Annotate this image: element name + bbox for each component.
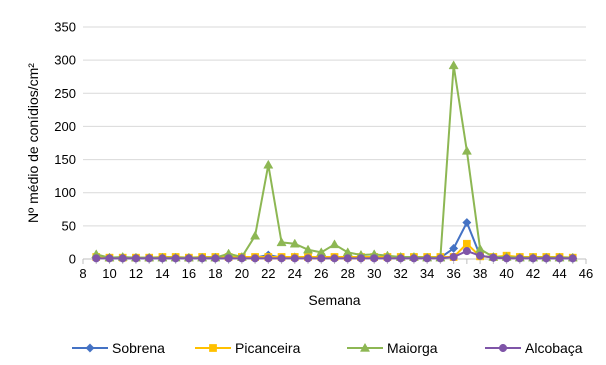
x-tick-label: 14 bbox=[155, 266, 169, 281]
data-point bbox=[224, 254, 233, 263]
data-point bbox=[383, 254, 392, 263]
x-tick-label: 26 bbox=[314, 266, 328, 281]
data-point bbox=[555, 254, 564, 263]
data-point bbox=[317, 254, 326, 263]
data-point bbox=[105, 254, 114, 263]
data-point bbox=[449, 252, 458, 262]
data-point bbox=[158, 254, 167, 263]
x-tick-label: 20 bbox=[235, 266, 249, 281]
data-point bbox=[145, 254, 154, 263]
series-maiorga bbox=[91, 60, 578, 262]
y-tick-label: 50 bbox=[62, 218, 76, 233]
x-tick-label: 44 bbox=[552, 266, 566, 281]
data-point bbox=[289, 238, 300, 248]
data-point bbox=[356, 254, 366, 263]
data-point bbox=[198, 254, 207, 263]
legend-marker bbox=[359, 342, 371, 352]
series-line bbox=[95, 64, 573, 259]
legend-marker bbox=[498, 343, 508, 353]
data-point bbox=[290, 254, 299, 263]
x-tick-label: 16 bbox=[182, 266, 196, 281]
x-axis-title: Semana bbox=[308, 292, 360, 308]
data-point bbox=[303, 254, 313, 263]
y-tick-label: 200 bbox=[54, 119, 76, 134]
data-point bbox=[448, 60, 459, 70]
x-tick-label: 46 bbox=[579, 266, 593, 281]
y-axis-title: Nº médio de conídios/cm² bbox=[25, 63, 41, 223]
data-point bbox=[396, 254, 405, 263]
x-tick-label: 40 bbox=[499, 266, 513, 281]
y-tick-label: 250 bbox=[54, 86, 76, 101]
legend-label: Picanceira bbox=[235, 340, 301, 356]
gridlines bbox=[83, 26, 586, 227]
data-point bbox=[542, 254, 551, 263]
x-tick-label: 10 bbox=[102, 266, 116, 281]
data-point bbox=[463, 239, 471, 248]
data-point bbox=[330, 254, 339, 263]
series-alcobaça bbox=[92, 246, 577, 263]
data-point bbox=[436, 254, 445, 263]
x-tick-label: 42 bbox=[526, 266, 540, 281]
legend-label: Alcobaça bbox=[525, 340, 583, 356]
y-tick-label: 100 bbox=[54, 185, 76, 200]
legend-label: Sobrena bbox=[112, 340, 165, 356]
series-lines bbox=[91, 60, 578, 263]
data-point bbox=[568, 254, 577, 263]
data-point bbox=[237, 254, 246, 263]
data-point bbox=[92, 254, 101, 263]
data-point bbox=[462, 217, 472, 228]
x-tick-label: 28 bbox=[341, 266, 355, 281]
data-point bbox=[118, 254, 127, 263]
y-tick-label: 300 bbox=[54, 53, 76, 68]
x-tick-label: 30 bbox=[367, 266, 381, 281]
legend-marker bbox=[85, 343, 95, 353]
data-point bbox=[184, 254, 193, 263]
data-point bbox=[409, 254, 418, 263]
data-point bbox=[449, 243, 459, 253]
data-point bbox=[302, 244, 314, 254]
data-point bbox=[329, 239, 340, 249]
data-point bbox=[489, 253, 498, 262]
data-point bbox=[251, 254, 260, 263]
data-point bbox=[171, 254, 180, 263]
data-point bbox=[515, 254, 524, 263]
data-point bbox=[423, 254, 432, 263]
data-point bbox=[462, 246, 471, 256]
x-tick-label: 38 bbox=[473, 266, 487, 281]
data-point bbox=[502, 254, 511, 263]
x-tick-label: 36 bbox=[446, 266, 460, 281]
x-tick-label: 34 bbox=[420, 266, 434, 281]
x-tick-label: 12 bbox=[129, 266, 143, 281]
data-point bbox=[276, 237, 287, 247]
y-tick-label: 150 bbox=[54, 152, 76, 167]
x-tick-label: 18 bbox=[208, 266, 222, 281]
data-point bbox=[264, 254, 273, 263]
data-point bbox=[461, 145, 472, 155]
y-tick-label: 350 bbox=[54, 20, 76, 35]
data-point bbox=[263, 159, 274, 169]
data-point bbox=[529, 254, 538, 263]
y-tick-label: 0 bbox=[69, 252, 76, 267]
legend: Sobrena Picanceira Maiorga Alcobaça bbox=[72, 340, 583, 356]
legend-entry: Sobrena bbox=[72, 340, 165, 356]
data-point bbox=[370, 254, 379, 263]
x-tick-label: 22 bbox=[261, 266, 275, 281]
data-point bbox=[250, 230, 261, 240]
data-point bbox=[211, 254, 220, 263]
tick-labels: 0 50 100 150 200 250 300 350 8 10 12 14 16 18 20 22 24 26… bbox=[54, 20, 593, 282]
data-point bbox=[476, 251, 485, 260]
legend-entry: Picanceira bbox=[195, 340, 301, 356]
legend-marker bbox=[209, 344, 217, 352]
legend-entry: Alcobaça bbox=[485, 340, 583, 356]
x-tick-label: 24 bbox=[288, 266, 302, 281]
data-point bbox=[277, 254, 286, 263]
legend-entry: Maiorga bbox=[347, 340, 438, 356]
legend-label: Maiorga bbox=[387, 340, 438, 356]
x-tick-label: 32 bbox=[393, 266, 407, 281]
x-tick-label: 8 bbox=[79, 266, 86, 281]
data-point bbox=[343, 254, 352, 263]
data-point bbox=[131, 254, 140, 263]
